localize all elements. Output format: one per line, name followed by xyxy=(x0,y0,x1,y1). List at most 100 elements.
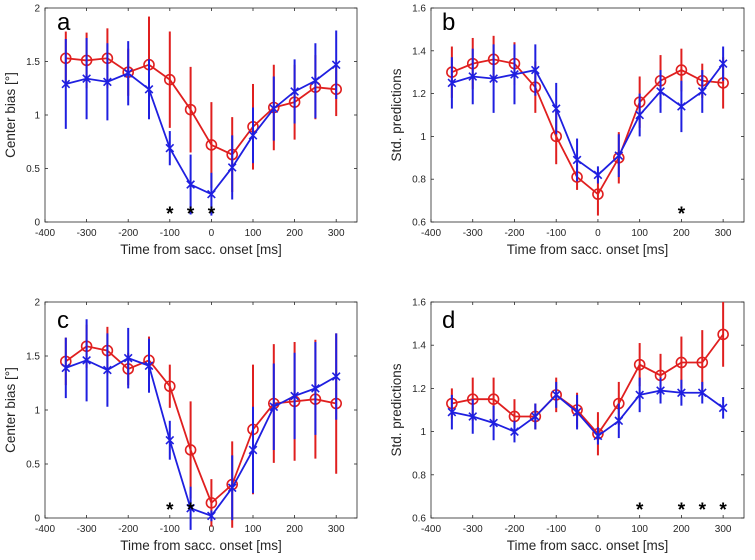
axes-box xyxy=(430,7,745,223)
data-point xyxy=(487,393,500,406)
x-tick-label: 0 xyxy=(209,524,215,535)
marker-stroke xyxy=(530,65,540,75)
marker-stroke xyxy=(718,403,728,413)
significance-star: * xyxy=(636,500,644,521)
data-point xyxy=(269,104,279,113)
marker-stroke xyxy=(186,180,195,189)
x-tick-label: 100 xyxy=(245,524,262,535)
data-point xyxy=(675,356,688,369)
marker-stroke xyxy=(593,170,603,180)
series-blue xyxy=(61,30,341,216)
data-point xyxy=(207,511,216,521)
marker-stroke xyxy=(82,74,91,83)
x-tick-label: -200 xyxy=(118,524,138,535)
data-point xyxy=(186,180,195,189)
marker-stroke xyxy=(572,407,582,417)
y-axis-label: Center bias [°] xyxy=(3,367,18,453)
data-point xyxy=(311,76,320,86)
y-tick-label: 0 xyxy=(34,514,40,525)
data-point xyxy=(489,418,498,428)
data-point xyxy=(184,444,197,456)
x-tick-label: 200 xyxy=(286,524,303,535)
data-point xyxy=(717,328,729,341)
marker-stroke xyxy=(248,130,258,140)
data-point xyxy=(164,380,176,393)
marker-stroke xyxy=(489,418,498,428)
data-point xyxy=(144,84,154,94)
panel-letter: c xyxy=(57,307,69,334)
y-tick-label: 0.5 xyxy=(26,460,40,471)
data-point xyxy=(572,407,582,417)
data-point xyxy=(635,110,645,120)
x-tick-label: -300 xyxy=(463,228,483,239)
x-tick-label: 300 xyxy=(715,524,732,535)
marker-stroke xyxy=(468,412,478,421)
x-tick-label: -100 xyxy=(160,228,180,239)
axes-box xyxy=(44,7,358,223)
x-tick-label: -100 xyxy=(546,228,566,239)
data-point xyxy=(656,87,665,96)
series-line xyxy=(65,57,337,156)
data-point xyxy=(447,407,457,417)
x-tick-label: -400 xyxy=(421,524,441,535)
x-tick-label: 200 xyxy=(673,524,690,535)
data-point xyxy=(248,445,258,455)
data-point xyxy=(61,363,71,373)
y-axis-label: Center bias [°] xyxy=(3,72,18,158)
data-point xyxy=(697,388,707,398)
data-point xyxy=(592,188,604,200)
marker-stroke xyxy=(311,384,320,393)
x-axis-label: Time from sacc. onset [ms] xyxy=(120,242,282,257)
data-point xyxy=(248,130,258,140)
marker-stroke xyxy=(614,416,624,426)
data-point xyxy=(61,79,71,89)
data-point xyxy=(184,103,197,116)
series-blue xyxy=(447,377,728,445)
data-point xyxy=(718,59,728,69)
y-tick-label: 1 xyxy=(34,406,40,417)
y-axis-label: Std. predictions xyxy=(389,68,404,161)
significance-star: * xyxy=(208,204,216,225)
marker-stroke xyxy=(489,74,498,83)
x-tick-label: 300 xyxy=(328,524,345,535)
data-point xyxy=(718,403,728,413)
data-point xyxy=(82,355,91,365)
marker-stroke xyxy=(103,77,112,87)
data-point xyxy=(186,503,195,513)
marker-stroke xyxy=(593,431,603,441)
panel-letter: d xyxy=(442,307,455,334)
marker-stroke xyxy=(447,407,457,417)
panel-letter: b xyxy=(442,9,455,36)
data-point xyxy=(447,78,457,88)
panel-c: -400 -300 -200 -100 0 100 200 300 0 0.5 1 1.5 2 Time … xyxy=(3,298,358,553)
data-point xyxy=(675,64,688,76)
marker-stroke xyxy=(186,503,195,513)
y-tick-label: 1.5 xyxy=(26,352,40,363)
x-tick-label: 300 xyxy=(328,228,345,239)
axes-box xyxy=(430,301,745,519)
marker-stroke xyxy=(635,390,645,400)
series-line xyxy=(65,357,337,517)
data-point xyxy=(207,189,216,199)
marker-stroke xyxy=(82,355,91,365)
marker-stroke xyxy=(227,163,237,172)
marker-stroke xyxy=(311,76,320,86)
marker-stroke xyxy=(103,365,112,375)
data-point xyxy=(593,431,603,441)
x-tick-label: 300 xyxy=(715,228,732,239)
series-blue xyxy=(61,319,341,530)
series-line xyxy=(451,389,724,438)
data-point xyxy=(530,65,540,75)
marker-stroke xyxy=(331,372,341,381)
data-point xyxy=(677,388,686,398)
x-tick-label: 200 xyxy=(673,228,690,239)
y-tick-label: 2 xyxy=(34,4,40,15)
x-tick-label: 0 xyxy=(595,524,601,535)
data-point xyxy=(551,390,561,400)
marker-stroke xyxy=(572,155,582,165)
data-point xyxy=(205,139,218,151)
marker-stroke xyxy=(614,151,624,161)
marker-stroke xyxy=(123,68,133,78)
y-tick-label: 1 xyxy=(420,427,426,438)
x-tick-label: -200 xyxy=(504,228,524,239)
